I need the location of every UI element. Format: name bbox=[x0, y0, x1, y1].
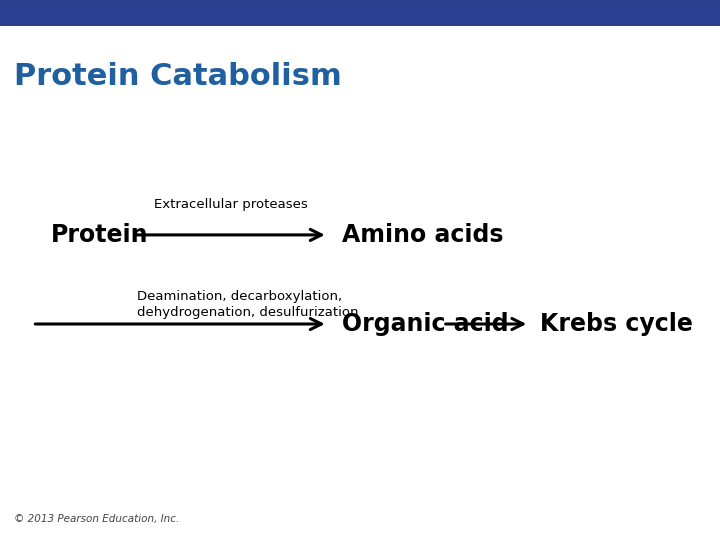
Text: dehydrogenation, desulfurization: dehydrogenation, desulfurization bbox=[137, 306, 359, 319]
Text: Deamination, decarboxylation,: Deamination, decarboxylation, bbox=[137, 291, 342, 303]
Text: Protein: Protein bbox=[50, 223, 148, 247]
Bar bbox=[0, 0, 720, 26]
Text: Amino acids: Amino acids bbox=[342, 223, 503, 247]
Text: Extracellular proteases: Extracellular proteases bbox=[153, 198, 307, 211]
Text: © 2013 Pearson Education, Inc.: © 2013 Pearson Education, Inc. bbox=[14, 514, 180, 524]
Text: Krebs cycle: Krebs cycle bbox=[540, 312, 693, 336]
Text: Protein Catabolism: Protein Catabolism bbox=[14, 62, 342, 91]
Text: Organic acid: Organic acid bbox=[342, 312, 508, 336]
